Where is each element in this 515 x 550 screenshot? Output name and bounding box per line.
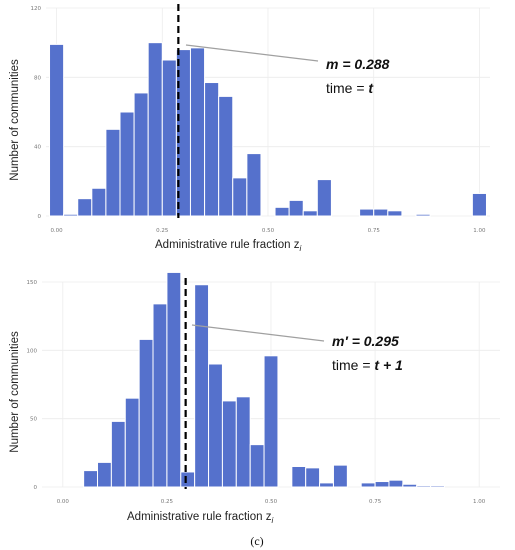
histogram-bar xyxy=(263,355,279,488)
y-tick-label: 40 xyxy=(34,145,41,151)
chart2-annotation-mean: m′ = 0.295 xyxy=(332,333,399,349)
x-tick-label: 0.50 xyxy=(262,228,275,234)
chart1-y-axis-title: Number of communities xyxy=(9,59,21,181)
histogram-bar xyxy=(204,82,220,217)
histogram-bar xyxy=(388,479,404,488)
histogram-bar xyxy=(288,199,304,217)
histogram-bar xyxy=(302,210,318,217)
histogram-bar xyxy=(305,467,321,488)
histogram-time-t: 0.00 0.25 0.50 0.75 1.00 0 40 80 120 Administra… xyxy=(9,4,490,253)
histogram-bar xyxy=(49,43,65,217)
histogram-bar xyxy=(189,47,206,217)
y-tick-label: 100 xyxy=(27,348,38,354)
chart1-x-axis-title: Administrative rule fraction zi xyxy=(155,239,301,253)
figure-panel-label: (c) xyxy=(250,534,263,548)
histogram-bar xyxy=(232,177,248,217)
histogram-bar xyxy=(221,400,237,488)
histogram-bar xyxy=(147,42,163,217)
histogram-bar xyxy=(161,59,177,217)
x-tick-label: 1.00 xyxy=(473,499,486,505)
chart1-annotation-mean: m = 0.288 xyxy=(326,56,390,72)
histogram-bar xyxy=(373,208,389,217)
x-tick-label: 0.25 xyxy=(156,228,169,234)
histogram-bar xyxy=(133,92,149,217)
histogram-bar xyxy=(138,338,154,488)
histogram-bar xyxy=(316,179,332,217)
histogram-bar xyxy=(152,303,168,488)
histogram-bar xyxy=(218,95,234,217)
x-tick-label: 0.00 xyxy=(50,228,63,234)
y-tick-label: 0 xyxy=(34,485,38,491)
chart1-y-ticks: 0 40 80 120 xyxy=(31,6,42,220)
histogram-bar xyxy=(194,284,210,488)
x-tick-label: 0.25 xyxy=(161,499,174,505)
chart2-y-ticks: 0 50 100 150 xyxy=(27,280,38,491)
histogram-time-t-plus-1: 0.00 0.25 0.50 0.75 1.00 0 50 100 150 Administr… xyxy=(9,271,500,525)
histogram-bar xyxy=(416,485,432,488)
chart1-bars xyxy=(49,42,487,217)
histogram-bar xyxy=(374,481,390,488)
histogram-bar xyxy=(387,210,403,217)
x-tick-label: 0.50 xyxy=(265,499,278,505)
histogram-bar xyxy=(402,483,418,488)
histogram-bar xyxy=(235,396,251,488)
histogram-bar xyxy=(83,470,99,488)
chart2-bars xyxy=(83,271,445,488)
x-tick-label: 0.75 xyxy=(368,228,381,234)
histogram-bar xyxy=(180,471,196,488)
histogram-bar xyxy=(119,111,135,217)
histogram-bar xyxy=(124,397,140,488)
histogram-bar xyxy=(97,461,112,488)
histogram-bar xyxy=(105,128,121,217)
y-tick-label: 120 xyxy=(31,6,42,12)
histogram-bar xyxy=(291,466,307,488)
histogram-bar xyxy=(415,213,431,217)
histogram-bar xyxy=(110,420,126,488)
histogram-bar xyxy=(319,482,334,488)
chart1-x-ticks: 0.00 0.25 0.50 0.75 1.00 xyxy=(50,228,486,234)
chart1-annotation-pointer xyxy=(185,44,319,62)
histogram-bar xyxy=(166,271,182,488)
histogram-bar xyxy=(63,213,79,217)
histogram-bar xyxy=(332,464,348,488)
histogram-bar xyxy=(274,206,290,217)
x-tick-label: 1.00 xyxy=(473,228,486,234)
chart2-annotation-pointer xyxy=(191,324,325,342)
y-tick-label: 0 xyxy=(38,214,42,220)
y-tick-label: 150 xyxy=(27,280,38,286)
histogram-bar xyxy=(91,187,107,217)
histogram-bar xyxy=(249,444,265,488)
histogram-bar xyxy=(208,363,223,488)
chart1-annotation-time: time = t xyxy=(326,80,374,96)
histogram-bar xyxy=(471,192,487,217)
histogram-bar xyxy=(77,198,93,217)
y-tick-label: 80 xyxy=(34,75,41,81)
chart2-x-axis-title: Administrative rule fraction zi xyxy=(127,511,273,525)
histogram-bar xyxy=(246,153,262,217)
chart2-annotation-time: time = t + 1 xyxy=(332,357,403,373)
chart2-y-axis-title: Number of communities xyxy=(9,331,21,453)
x-tick-label: 0.75 xyxy=(369,499,382,505)
chart2-x-ticks: 0.00 0.25 0.50 0.75 1.00 xyxy=(57,499,486,505)
histogram-bar xyxy=(430,485,445,488)
histogram-bar xyxy=(359,208,375,217)
x-tick-label: 0.00 xyxy=(57,499,70,505)
histogram-bar xyxy=(360,482,376,488)
y-tick-label: 50 xyxy=(30,417,37,423)
